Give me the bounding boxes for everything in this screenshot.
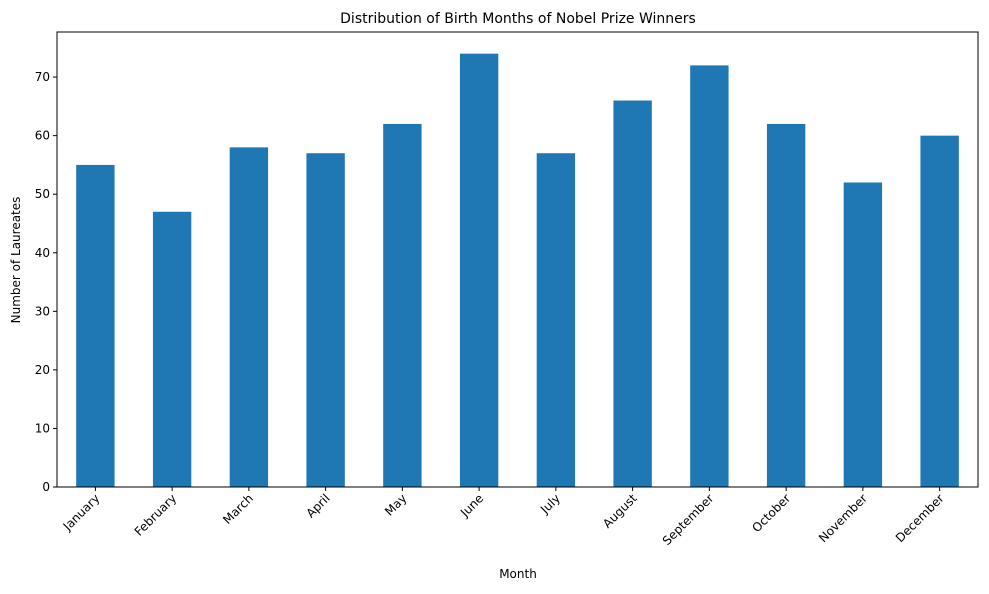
bar-july — [536, 153, 576, 487]
y-axis-ticks: 0 10 20 30 40 50 60 70 — [35, 70, 57, 494]
bar-may — [383, 123, 422, 487]
plot-area-frame — [56, 31, 979, 488]
x-tick-label: January — [60, 491, 103, 534]
x-tick-label: May — [382, 491, 409, 518]
y-tick-label: 40 — [35, 246, 50, 260]
bar-march — [229, 147, 269, 488]
x-tick-label: August — [600, 491, 640, 531]
bar-june — [459, 53, 499, 488]
y-tick-label: 10 — [35, 421, 50, 435]
bar-august — [613, 100, 652, 487]
x-axis-label: Month — [499, 567, 537, 581]
bar-october — [766, 123, 806, 487]
bar-december — [920, 135, 959, 487]
y-axis-label: Number of Laureates — [9, 197, 23, 324]
y-tick-label: 50 — [35, 187, 50, 201]
x-axis-ticks: January February March April May June July Augu… — [60, 487, 947, 548]
y-tick-label: 0 — [42, 480, 50, 494]
x-tick-label: September — [660, 491, 717, 548]
bar-september — [690, 65, 729, 487]
bars-group — [76, 53, 959, 488]
bar-january — [76, 164, 115, 488]
x-tick-label: November — [816, 491, 870, 545]
y-tick-label: 70 — [35, 70, 50, 84]
chart-title: Distribution of Birth Months of Nobel Pr… — [340, 11, 696, 27]
x-tick-label: October — [749, 491, 793, 535]
y-tick-label: 20 — [35, 363, 50, 377]
x-tick-label: February — [132, 491, 180, 539]
x-tick-label: July — [537, 491, 563, 517]
x-tick-label: June — [457, 491, 486, 520]
y-tick-label: 60 — [35, 129, 50, 143]
x-tick-label: December — [893, 491, 947, 545]
y-tick-label: 30 — [35, 304, 50, 318]
x-tick-label: April — [303, 491, 332, 520]
x-tick-label: March — [220, 491, 256, 527]
bar-april — [306, 153, 345, 487]
bar-february — [152, 211, 192, 487]
bar-november — [843, 182, 883, 488]
